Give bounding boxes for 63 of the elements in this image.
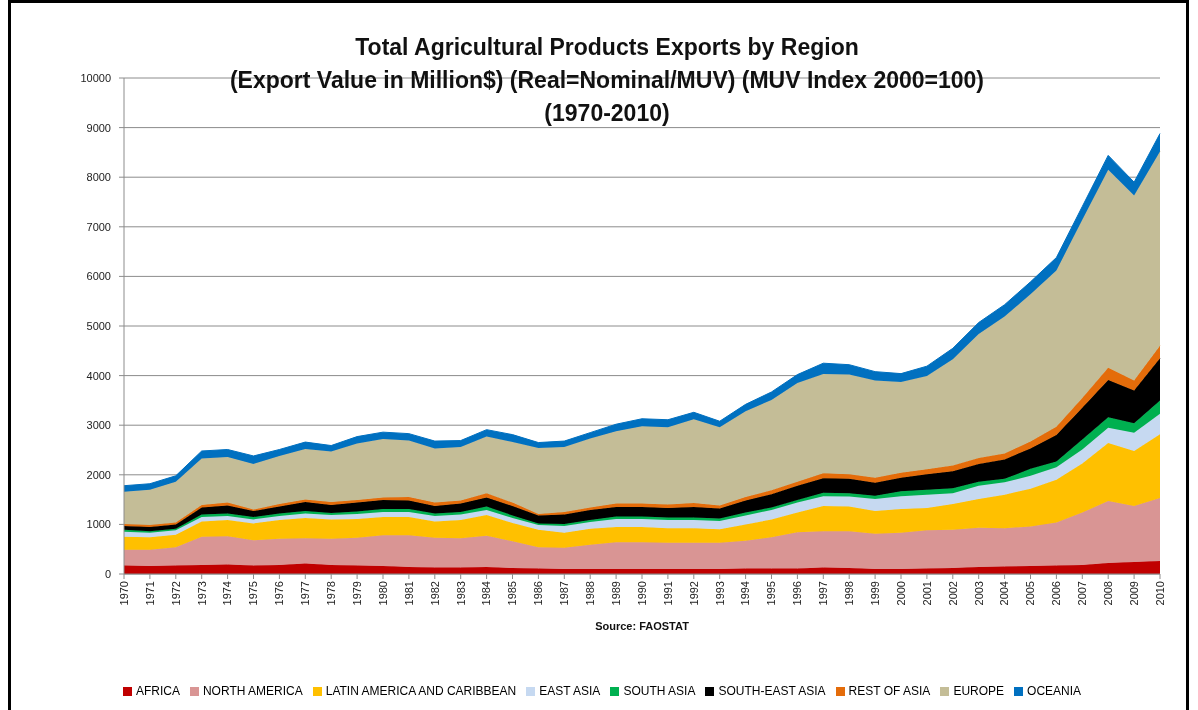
x-tick-label: 1994 (739, 581, 752, 606)
y-tick-label: 6000 (86, 270, 111, 283)
x-tick-label: 1984 (480, 581, 493, 606)
y-tick-label: 3000 (86, 419, 111, 432)
x-tick-label: 2000 (894, 581, 907, 606)
x-tick-label: 1971 (143, 581, 156, 606)
y-tick-label: 9000 (86, 121, 111, 134)
legend-label: EAST ASIA (539, 684, 601, 698)
x-tick-label: 2003 (972, 581, 985, 606)
legend-label: SOUTH ASIA (623, 684, 696, 698)
x-tick-label: 1981 (402, 581, 415, 606)
x-tick-label: 1975 (247, 581, 260, 606)
y-tick-label: 8000 (86, 171, 111, 184)
x-tick-label: 1979 (350, 581, 363, 606)
legend-label: EUROPE (953, 684, 1005, 698)
chart-title: Total Agricultural Products Exports by Region (Export Value in Million$) (Real=Nominal/MUV) (MUV Index 2000=100) (1970-2010) (229, 34, 985, 126)
x-tick-label: 1995 (765, 581, 778, 606)
y-tick-label: 1000 (86, 518, 111, 531)
x-tick-label: 1980 (376, 581, 389, 606)
x-tick-label: 1993 (713, 581, 726, 606)
legend-label: LATIN AMERICA AND CARIBBEAN (325, 684, 517, 698)
x-tick-label: 1982 (428, 581, 441, 606)
x-tick-label: 1989 (609, 581, 622, 606)
x-tick-label: 1998 (843, 581, 856, 606)
x-tick-label: 1990 (635, 581, 648, 606)
x-tick-label: 1986 (532, 581, 545, 606)
x-tick-label: 2007 (1076, 581, 1089, 606)
x-tick-label: 1977 (299, 581, 312, 606)
x-tick-label: 1999 (868, 581, 881, 606)
legend-label: REST OF ASIA (848, 684, 931, 698)
legend-label: AFRICA (135, 684, 180, 698)
legend-label: NORTH AMERICA (202, 684, 303, 698)
y-tick-label: 0 (104, 567, 111, 580)
y-tick-label: 2000 (86, 468, 111, 481)
x-tick-label: 1996 (791, 581, 804, 606)
x-tick-label: 1978 (325, 581, 338, 606)
x-tick-label: 1991 (661, 581, 674, 606)
x-tick-label: 1972 (169, 581, 182, 606)
x-tick-label: 1997 (817, 581, 830, 606)
x-tick-label: 2004 (998, 581, 1011, 606)
y-tick-label: 7000 (86, 220, 111, 233)
x-tick-label: 1976 (273, 581, 286, 606)
legend-label: OCEANIA (1027, 684, 1082, 698)
x-tick-label: 1970 (117, 581, 130, 606)
x-tick-label: 1987 (558, 581, 571, 606)
x-tick-label: 1974 (221, 581, 234, 606)
x-tick-label: 2002 (946, 581, 959, 606)
y-tick-label: 4000 (86, 369, 111, 382)
x-tick-label: 1988 (584, 581, 597, 606)
x-tick-label: 2006 (1050, 581, 1063, 606)
x-tick-label: 1983 (454, 581, 467, 606)
x-tick-label: 1985 (506, 581, 519, 606)
x-tick-label: 2009 (1127, 581, 1140, 606)
x-tick-label: 2010 (1153, 581, 1166, 606)
legend-label: SOUTH-EAST ASIA (718, 684, 826, 698)
y-tick-label: 10000 (80, 71, 111, 84)
x-tick-label: 2005 (1024, 581, 1037, 606)
y-tick-label: 5000 (86, 319, 111, 332)
x-tick-label: 2008 (1102, 581, 1115, 606)
source-note: Source: FAOSTAT (595, 620, 689, 632)
x-tick-label: 1973 (195, 581, 208, 606)
x-tick-label: 2001 (920, 581, 933, 606)
x-tick-label: 1992 (687, 581, 700, 606)
